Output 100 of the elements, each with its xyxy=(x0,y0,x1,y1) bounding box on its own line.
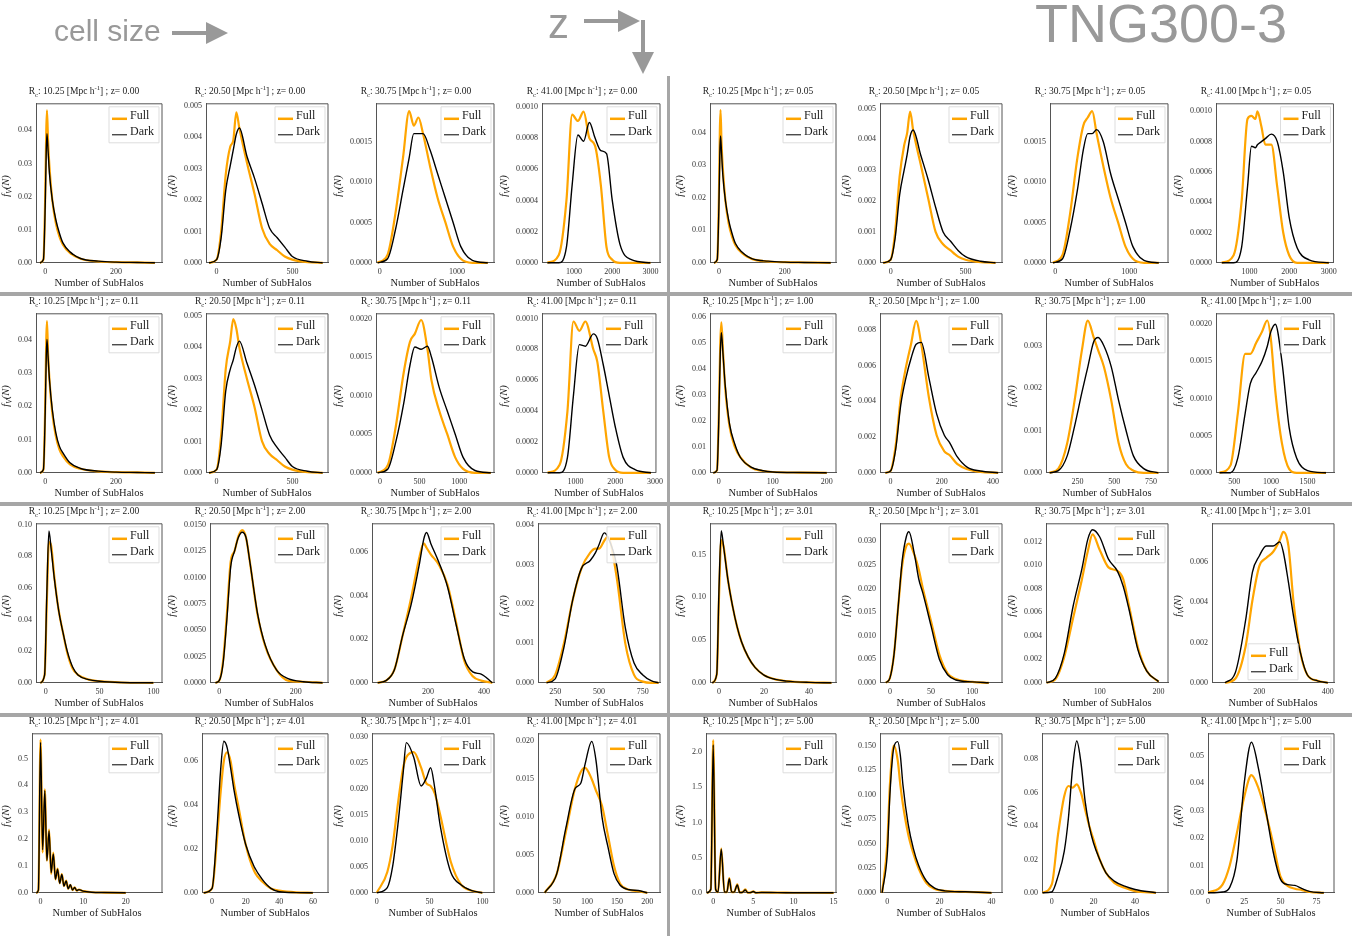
legend-label: Dark xyxy=(130,333,155,348)
x-tick-label: 0 xyxy=(377,476,382,486)
legend-label: Full xyxy=(804,107,825,122)
chart-title: R$_{c}$: 20.50 [Mpc h$^{-1}$] ; z= 0.00 xyxy=(193,84,307,99)
x-axis-title: Number of SubHalos xyxy=(388,907,478,919)
x-tick-label: 100 xyxy=(476,896,489,906)
y-tick-label: 0.000 xyxy=(858,677,876,687)
y-tick-label: 0.01 xyxy=(692,225,706,235)
y-tick-label: 0.001 xyxy=(184,226,202,236)
legend-label: Full xyxy=(462,317,483,332)
y-tick-label: 0.002 xyxy=(516,598,534,608)
y-tick-label: 0.002 xyxy=(858,196,876,206)
y-tick-label: 0.0015 xyxy=(1190,356,1212,366)
y-tick-label: 0.04 xyxy=(18,334,32,344)
y-tick-label: 0.0010 xyxy=(1190,393,1212,403)
y-tick-label: 0.015 xyxy=(858,607,876,617)
y-tick-label: 0.002 xyxy=(184,405,202,415)
x-axis-title: Number of SubHalos xyxy=(728,277,818,289)
y-tick-label: 0.015 xyxy=(516,774,534,784)
y-tick-label: 0.10 xyxy=(692,592,706,602)
x-tick-label: 40 xyxy=(1131,896,1140,906)
x-tick-label: 200 xyxy=(778,266,791,276)
y-tick-label: 0.020 xyxy=(350,783,368,793)
y-tick-label: 0.02 xyxy=(1190,833,1204,843)
y-tick-label: 0.003 xyxy=(516,559,534,569)
y-tick-label: 0.04 xyxy=(692,364,706,374)
y-tick-label: 0.0005 xyxy=(350,217,372,227)
y-tick-label: 0.01 xyxy=(18,224,32,234)
chart-title: R$_{c}$: 30.75 [Mpc h$^{-1}$] ; z= 0.11 xyxy=(359,294,473,309)
legend-label: Dark xyxy=(804,333,829,348)
line-series xyxy=(1041,783,1158,894)
legend-label: Dark xyxy=(296,333,321,348)
legend-label: Dark xyxy=(296,123,321,138)
y-tick-label: 0.000 xyxy=(516,677,534,687)
y-tick-label: 0.000 xyxy=(858,887,876,897)
legend-label: Full xyxy=(1136,107,1157,122)
y-tick-label: 1.5 xyxy=(692,782,702,792)
chart-title: R$_{c}$: 10.25 [Mpc h$^{-1}$] ; z= 1.00 xyxy=(701,294,815,309)
line-series xyxy=(1206,774,1325,894)
y-tick-label: 0.010 xyxy=(858,630,876,640)
chart-title: R$_{c}$: 30.75 [Mpc h$^{-1}$] ; z= 0.00 xyxy=(359,84,473,99)
chart-title: R$_{c}$: 10.25 [Mpc h$^{-1}$] ; z= 5.00 xyxy=(701,714,815,729)
legend-label: Full xyxy=(130,317,151,332)
x-tick-label: 0 xyxy=(716,476,721,486)
y-tick-label: 0.0010 xyxy=(350,177,372,187)
chart-title: R$_{c}$: 41.00 [Mpc h$^{-1}$] ; z= 4.01 xyxy=(525,714,639,729)
y-tick-label: 0.05 xyxy=(692,635,706,645)
y-tick-label: 0.0015 xyxy=(350,352,372,362)
x-tick-label: 0 xyxy=(214,476,219,486)
y-tick-label: 0.004 xyxy=(858,134,876,144)
x-tick-label: 500 xyxy=(1228,476,1241,486)
y-tick-label: 0.001 xyxy=(184,436,202,446)
y-tick-label: 0.0075 xyxy=(184,598,206,608)
legend-label: Full xyxy=(804,317,825,332)
y-tick-label: 0.001 xyxy=(516,638,534,648)
y-tick-label: 0.0000 xyxy=(516,467,538,477)
x-tick-label: 1000 xyxy=(567,476,584,486)
legend-label: Dark xyxy=(1136,333,1161,348)
y-tick-label: 0.00 xyxy=(18,677,32,687)
x-tick-label: 0 xyxy=(717,686,721,696)
y-tick-label: 0.2 xyxy=(18,834,28,844)
x-tick-label: 0 xyxy=(38,896,43,906)
x-tick-label: 75 xyxy=(1312,896,1321,906)
x-axis-title: Number of SubHalos xyxy=(1230,487,1320,499)
y-tick-label: 0.004 xyxy=(1190,597,1208,607)
line-series xyxy=(1207,741,1325,894)
y-tick-label: 0.3 xyxy=(18,807,28,817)
x-axis-title: Number of SubHalos xyxy=(728,697,818,709)
y-tick-label: 0.150 xyxy=(858,740,876,750)
y-tick-label: 0.001 xyxy=(1024,425,1042,435)
x-tick-label: 3000 xyxy=(1320,266,1337,276)
x-tick-label: 0 xyxy=(885,896,890,906)
y-tick-label: 0.00 xyxy=(184,887,198,897)
y-tick-label: 0.006 xyxy=(1190,557,1208,567)
x-tick-label: 0 xyxy=(716,266,721,276)
legend-label: Full xyxy=(462,527,483,542)
x-tick-label: 200 xyxy=(109,476,122,486)
y-tick-label: 0.000 xyxy=(184,257,202,267)
x-axis-title: Number of SubHalos xyxy=(1064,277,1154,289)
y-tick-label: 0.02 xyxy=(18,191,32,201)
y-tick-label: 0.0015 xyxy=(1024,136,1046,146)
legend-label: Dark xyxy=(804,753,829,768)
chart-title: R$_{c}$: 30.75 [Mpc h$^{-1}$] ; z= 4.01 xyxy=(359,714,473,729)
y-tick-label: 0.04 xyxy=(18,125,32,135)
y-tick-label: 0.05 xyxy=(692,338,706,348)
x-tick-label: 1000 xyxy=(448,266,465,276)
legend-label: Full xyxy=(1302,737,1323,752)
y-tick-label: 0.0000 xyxy=(1024,257,1046,267)
y-tick-label: 0.000 xyxy=(1024,677,1042,687)
y-tick-label: 0.002 xyxy=(350,634,368,644)
y-tick-label: 0.03 xyxy=(1190,805,1204,815)
y-tick-label: 0.002 xyxy=(858,432,876,442)
x-tick-label: 0 xyxy=(1206,896,1210,906)
y-tick-label: 0.02 xyxy=(184,843,198,853)
y-tick-label: 0.0004 xyxy=(1190,197,1212,207)
legend-label: Full xyxy=(1136,317,1157,332)
chart-title: R$_{c}$: 20.50 [Mpc h$^{-1}$] ; z= 2.00 xyxy=(193,504,307,519)
chart-title: R$_{c}$: 30.75 [Mpc h$^{-1}$] ; z= 2.00 xyxy=(359,504,473,519)
x-tick-label: 200 xyxy=(421,686,434,696)
chart-title: R$_{c}$: 20.50 [Mpc h$^{-1}$] ; z= 4.01 xyxy=(193,714,307,729)
